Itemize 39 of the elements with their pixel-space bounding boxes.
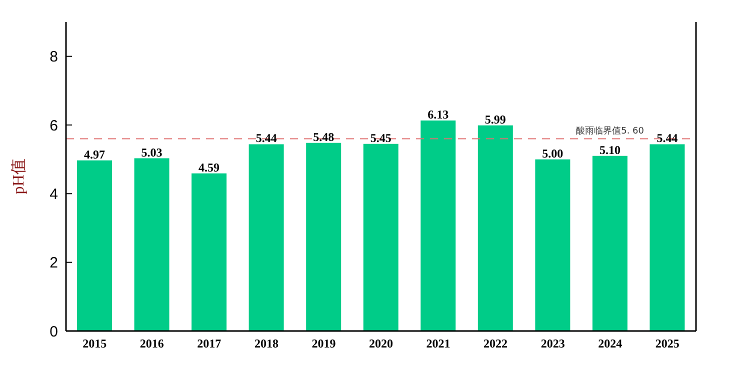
data-label: 5.99 <box>484 112 506 126</box>
data-label: 4.59 <box>198 160 220 174</box>
bar <box>650 144 685 331</box>
y-axis-title: pH值 <box>10 158 28 194</box>
data-label: 5.10 <box>599 142 620 157</box>
bar <box>192 173 227 331</box>
bar <box>248 144 284 331</box>
x-tick-label: 2021 <box>426 336 450 351</box>
data-label: 5.03 <box>141 145 162 160</box>
x-tick-label: 2015 <box>82 336 107 351</box>
data-label: 5.44 <box>256 131 277 146</box>
data-label: 6.13 <box>428 108 449 122</box>
x-tick-label: 2017 <box>197 336 222 351</box>
data-label: 5.45 <box>370 130 392 145</box>
x-tick-label: 2022 <box>484 336 508 351</box>
bar <box>306 142 342 331</box>
ref-line-label: 酸雨临界值5. 60 <box>576 126 644 137</box>
bar <box>592 156 628 331</box>
y-tick-label: 6 <box>50 117 58 134</box>
bar <box>420 120 456 331</box>
data-label: 5.48 <box>313 130 334 144</box>
bar <box>134 158 170 331</box>
x-tick-label: 2019 <box>312 336 336 351</box>
bar <box>363 144 398 331</box>
data-label: 5.00 <box>542 146 564 160</box>
x-tick-label: 2025 <box>655 336 680 351</box>
bar <box>77 160 112 331</box>
bar <box>535 159 570 331</box>
x-tick-label: 2024 <box>598 336 622 351</box>
bar <box>478 125 513 331</box>
data-label: 4.97 <box>84 147 105 162</box>
x-tick-label: 2020 <box>369 336 393 351</box>
y-tick-label: 4 <box>50 186 58 203</box>
x-tick-label: 2018 <box>254 336 278 351</box>
y-tick-label: 0 <box>50 323 58 340</box>
y-tick-label: 8 <box>50 48 58 66</box>
x-tick-label: 2023 <box>540 336 565 351</box>
y-tick-label: 2 <box>50 254 58 272</box>
x-tick-label: 2016 <box>140 336 164 351</box>
